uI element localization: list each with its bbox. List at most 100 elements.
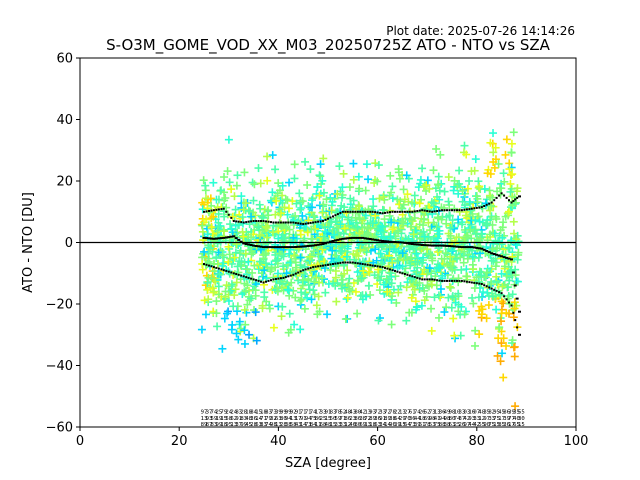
scatter-point [474,277,483,286]
statistic-point [500,292,503,295]
bin-count-label: 72 [364,416,371,422]
bin-count-label: 80 [449,416,456,422]
statistic-point [495,253,499,256]
scatter-point [317,274,326,283]
bin-count-label: 36 [409,416,416,422]
statistic-point [208,210,210,212]
bin-count-label: 25 [454,422,461,428]
scatter-point [450,176,459,185]
scatter-point [504,207,513,216]
scatter-point [376,249,385,258]
statistic-point [473,281,476,284]
statistic-point [384,266,386,269]
bin-count-label: 89 [201,422,208,428]
scatter-point [296,261,305,270]
scatter-point [308,235,317,244]
statistic-point [292,221,295,224]
statistic-point [225,210,228,213]
bin-count-label: 91 [300,416,307,422]
statistic-point [493,199,496,202]
statistic-point [426,278,429,281]
scatter-point [288,197,297,206]
bin-count-label: 45 [245,422,252,428]
bin-count-label: 52 [340,410,347,416]
scatter-point [232,278,241,287]
bin-count-label: 83 [235,410,242,416]
statistic-point [428,244,432,247]
bin-count-label: 58 [290,422,297,428]
scatter-point [385,243,394,252]
statistic-point [341,237,345,240]
statistic-point [242,242,246,245]
bin-count-label: 79 [220,410,227,416]
scatter-point [299,236,308,245]
scatter-point [423,176,432,185]
scatter-point [427,304,436,313]
bin-count-label: 36 [374,416,381,422]
scatter-point [309,286,318,295]
statistic-point [339,211,342,214]
scatter-point [416,244,425,253]
scatter-point [263,152,272,161]
scatter-point [489,157,498,166]
statistic-point [465,280,468,283]
scatter-point [228,212,237,221]
bin-count-label: 55 [478,422,485,428]
scatter-point [374,316,383,325]
scatter-point [198,205,207,214]
statistic-point [270,221,272,224]
scatter-point [273,244,282,253]
statistic-point [371,264,374,267]
bin-count-label: 33 [335,422,342,428]
statistic-point [488,202,491,205]
statistic-point [438,244,442,247]
chart-title: S-O3M_GOME_VOD_XX_M03_20250725Z ATO - NT… [106,36,551,55]
statistic-point [396,210,399,213]
scatter-point [327,206,336,215]
scatter-point [460,141,469,150]
statistic-point [245,276,248,279]
statistic-point [324,218,327,221]
scatter-point [420,215,429,224]
scatter-point [333,189,342,198]
y-axis-ticks: 60 40 20 0 −20 −40 −60 [46,52,80,436]
statistic-point [398,271,401,274]
bin-count-label: 18 [245,410,252,416]
statistic-point [271,246,275,249]
scatter-point [408,229,417,238]
x-tick-label: 60 [369,434,386,449]
bin-count-label: 38 [389,416,396,422]
scatter-point [335,162,344,171]
statistic-point [276,246,280,249]
statistic-point [485,250,489,252]
statistic-point [379,265,382,268]
scatter-point [440,187,449,196]
bin-count-label: 18 [369,422,376,428]
scatter-point [474,183,483,192]
bin-count-label: 17 [498,416,505,422]
scatter-point [374,161,383,170]
scatter-point [436,150,445,159]
scatter-point [322,195,331,204]
statistic-point [260,220,262,222]
scatter-point [252,336,261,345]
statistic-point [421,278,424,281]
statistic-point [343,237,347,240]
statistic-point [294,272,297,275]
bin-count-label: 39 [414,422,421,428]
bin-count-label: 74 [454,416,461,422]
scatter-point [511,402,520,411]
bin-count-label: 72 [374,410,381,416]
scatter-point [284,286,293,295]
scatter-point [509,217,518,226]
statistic-point [448,209,451,212]
statistic-point [465,246,469,249]
scatter-point [332,297,341,306]
statistic-point [391,210,394,213]
scatter-point [487,202,496,211]
statistic-point [505,298,508,301]
bin-count-label: 48 [245,416,252,422]
scatter-point [420,232,429,241]
statistic-point [242,221,245,224]
scatter-point [209,212,218,221]
